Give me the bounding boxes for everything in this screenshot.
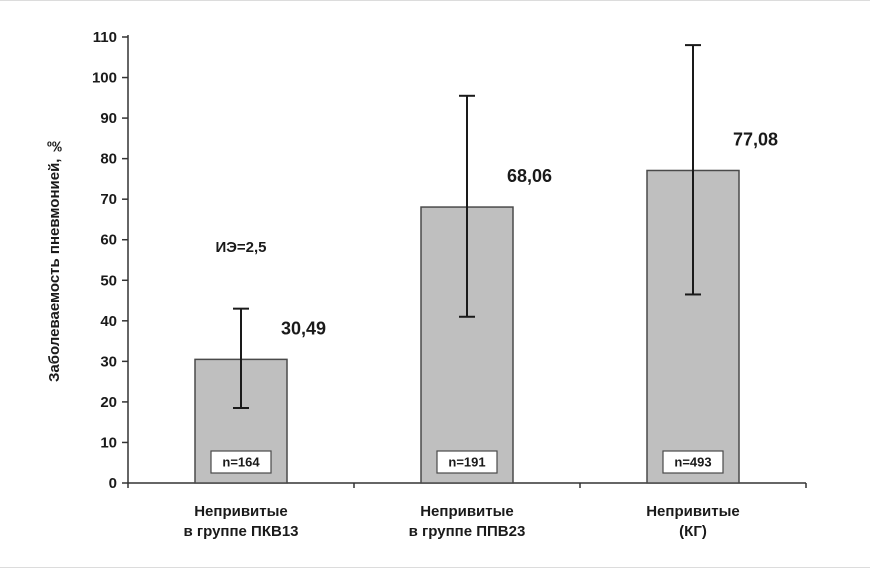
y-tick-label: 10 [100, 434, 117, 451]
category-label-line1: Непривитые [194, 503, 288, 520]
n-badge-box [210, 450, 272, 474]
y-tick-label: 30 [100, 353, 117, 370]
n-badge-box [662, 450, 724, 474]
y-tick-label: 60 [100, 232, 117, 249]
y-tick-label: 100 [92, 70, 117, 87]
y-tick-label: 70 [100, 191, 117, 208]
n-badge-box [436, 450, 498, 474]
n-badge-label: n=191 [448, 455, 485, 470]
category-label-line1: Непривитые [646, 503, 740, 520]
value-label: 30,49 [281, 318, 326, 338]
y-axis-title: Заболеваемость пневмонией, ‰ [46, 137, 63, 383]
efficacy-annotation: ИЭ=2,5 [215, 239, 266, 256]
y-tick-label: 50 [100, 272, 117, 289]
value-label: 68,06 [507, 166, 552, 186]
y-tick-label: 0 [109, 475, 117, 492]
value-label: 77,08 [733, 129, 778, 149]
y-tick-label: 90 [100, 110, 117, 127]
y-tick-label: 40 [100, 313, 117, 330]
category-label-line2: в группе ППВ23 [409, 523, 526, 540]
category-label-line2: в группе ПКВ13 [183, 523, 298, 540]
n-badge-label: n=164 [222, 455, 260, 470]
y-tick-label: 80 [100, 151, 117, 168]
y-tick-label: 110 [93, 29, 117, 46]
n-badge-label: n=493 [674, 455, 711, 470]
category-label-line1: Непривитые [420, 503, 514, 520]
y-tick-label: 20 [100, 394, 117, 411]
category-label-line2: (КГ) [679, 523, 707, 540]
